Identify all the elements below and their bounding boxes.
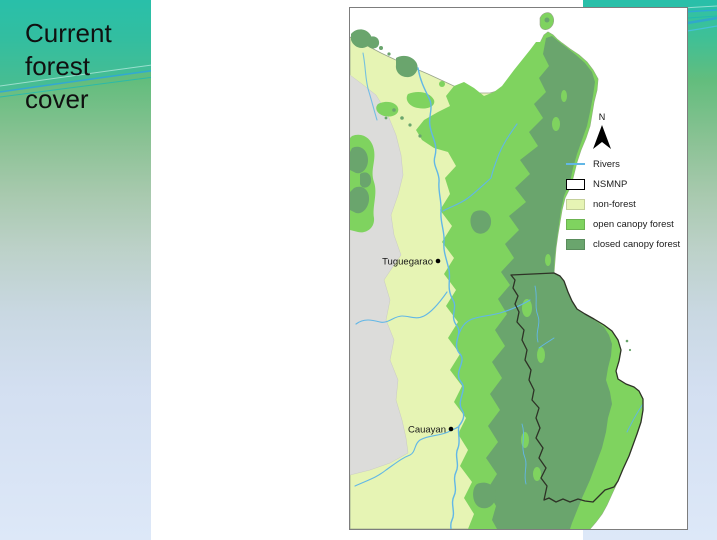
map-frame: Tuguegarao Cauayan N Rivers NS [349, 7, 688, 530]
park-stream-2 [538, 337, 555, 349]
chico-river [355, 291, 448, 325]
east-tributary [442, 177, 492, 212]
legend-label: NSMNP [593, 178, 628, 190]
nsmnp-boundary [510, 272, 644, 503]
legend-item-rivers: Rivers [566, 158, 680, 170]
legend-item-nsmnp: NSMNP [566, 178, 680, 190]
north-arrow-icon [593, 125, 611, 149]
city-label-tuguegarao: Tuguegarao [382, 257, 433, 268]
legend-item-non-forest: non-forest [566, 198, 680, 210]
city-label-cauayan: Cauayan [408, 425, 446, 436]
legend-label: open canopy forest [593, 218, 674, 230]
forest-cover-map: Tuguegarao Cauayan N [350, 8, 687, 529]
ne-branch [490, 123, 518, 179]
legend-swatch-non-forest [566, 198, 585, 210]
nw-river [362, 52, 378, 121]
legend-label: Rivers [593, 158, 620, 170]
legend-swatch-open-canopy [566, 218, 585, 230]
city-markers: Tuguegarao Cauayan [382, 257, 454, 436]
legend-label: closed canopy forest [593, 238, 681, 250]
islands [539, 12, 632, 352]
map-legend: Rivers NSMNP non-forest open canopy fore… [566, 158, 680, 258]
cagayan-river [417, 67, 465, 529]
rivers [354, 52, 644, 529]
western-hill-forest [350, 134, 376, 233]
legend-label: non-forest [593, 198, 636, 210]
north-arrow: N [593, 112, 611, 149]
closed-canopy-core [486, 36, 612, 529]
north-coast-forest [351, 29, 418, 78]
legend-swatch-nsmnp [566, 178, 585, 190]
legend-swatch-closed-canopy [566, 238, 585, 250]
north-label: N [599, 112, 606, 122]
city-marker-cauayan [448, 426, 454, 432]
content-panel: Tuguegarao Cauayan N Rivers NS [151, 0, 688, 540]
park-stream-1 [534, 285, 540, 343]
legend-item-open-canopy: open canopy forest [566, 218, 680, 230]
magat-river [354, 426, 459, 487]
slide-title: Current forest cover [25, 18, 112, 115]
ilagan-river [458, 299, 531, 335]
coastal-stream [626, 403, 644, 433]
legend-swatch-rivers [566, 163, 585, 165]
legend-item-closed-canopy: closed canopy forest [566, 238, 680, 250]
park-stream-3 [521, 423, 527, 485]
city-marker-tuguegarao [435, 258, 441, 264]
